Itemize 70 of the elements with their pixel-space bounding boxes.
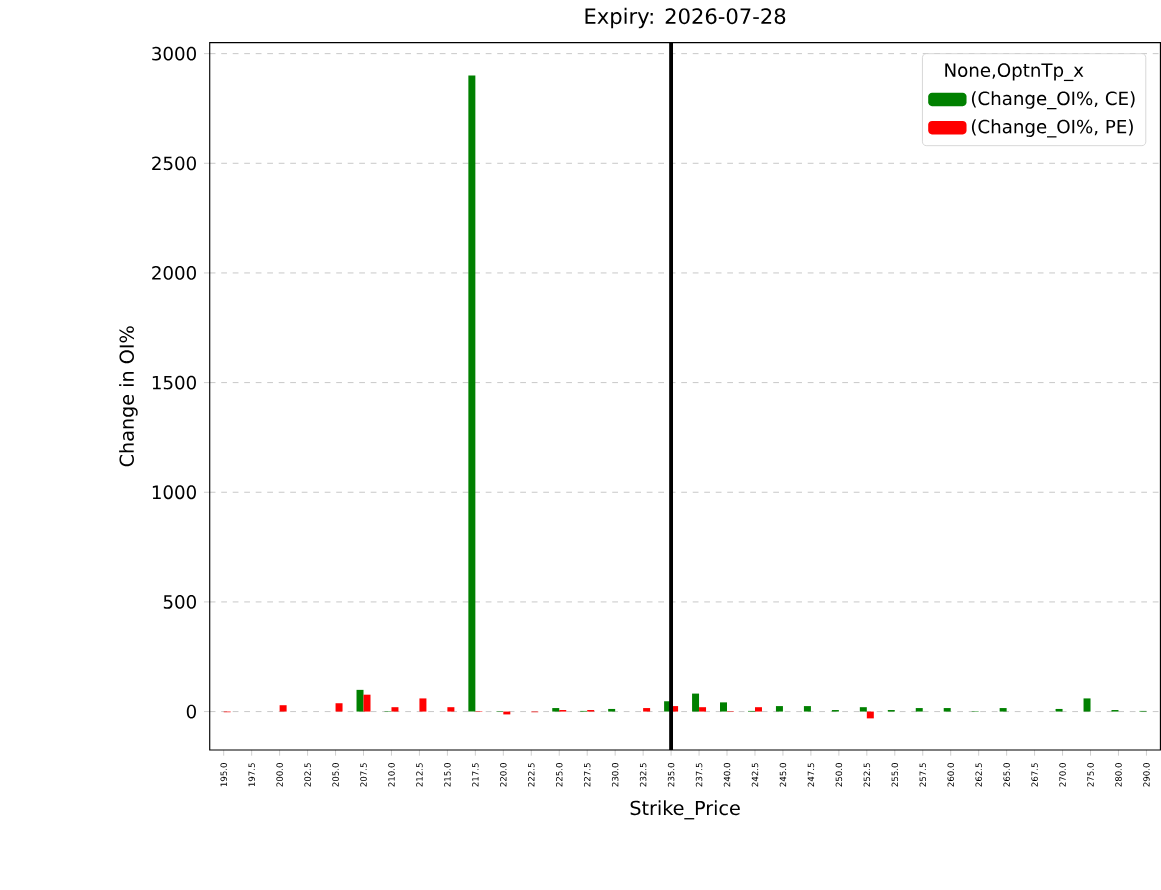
y-tick-label: 1500: [152, 375, 196, 390]
x-tick-label: 205.0: [332, 762, 339, 787]
x-tick-label: 242.5: [751, 763, 759, 787]
bar: [720, 702, 728, 712]
x-tick-label: 195.0: [220, 762, 227, 787]
y-tick-label: 2500: [152, 156, 196, 171]
bar: [391, 707, 399, 712]
y-tick-label: 0: [186, 704, 196, 719]
x-tick-label: 265.0: [1003, 762, 1010, 787]
bar: [468, 75, 476, 712]
x-tick-label: 217.5: [472, 763, 479, 787]
x-tick-label: 232.5: [639, 763, 647, 787]
x-tick-label: 245.0: [779, 762, 787, 787]
x-tick-label: 262.5: [975, 763, 982, 787]
chart-title: Expiry: 2026-07-28: [585, 7, 786, 29]
bar: [552, 707, 560, 712]
x-tick-label: 237.5: [695, 763, 703, 787]
x-tick-label: 227.5: [583, 763, 591, 787]
y-tick-label: 500: [163, 594, 196, 609]
x-tick-label: 200.0: [276, 762, 283, 787]
legend-title: None,OptnTp_x: [945, 63, 1084, 81]
x-tick-label: 202.5: [304, 763, 311, 787]
bar: [915, 707, 923, 712]
x-tick-label: 260.0: [947, 762, 954, 787]
x-tick-label: 247.5: [807, 763, 815, 787]
bar: [943, 707, 951, 712]
x-tick-label: 267.5: [1031, 763, 1038, 787]
x-tick-label: 252.5: [863, 763, 871, 787]
y-tick-label: 1000: [152, 485, 196, 500]
x-tick-label: 240.0: [723, 762, 731, 787]
x-tick-label: 250.0: [835, 762, 843, 787]
y-tick-label: 2000: [152, 265, 196, 280]
bar: [1055, 708, 1063, 712]
bar: [775, 705, 783, 712]
bar: [279, 705, 287, 712]
x-tick-label: 207.5: [360, 763, 367, 787]
y-axis-title: Change in OI%: [119, 326, 138, 467]
bar: [803, 705, 811, 712]
x-tick-label: 255.0: [891, 762, 899, 787]
bar: [419, 698, 427, 712]
x-tick-label: 212.5: [416, 763, 423, 787]
bar: [859, 707, 867, 712]
x-tick-label: 280.0: [1115, 762, 1122, 787]
bar: [363, 694, 371, 712]
legend-label: (Change_OI%, PE): [971, 119, 1133, 138]
x-tick-label: 210.0: [388, 762, 395, 787]
bar: [335, 703, 343, 712]
bar: [754, 707, 762, 712]
bar: [643, 707, 651, 712]
legend-label: (Change_OI%, CE): [971, 90, 1135, 110]
x-tick-label: 270.0: [1059, 762, 1066, 787]
y-tick-label: 3000: [152, 46, 196, 61]
bar: [447, 707, 455, 712]
x-tick-label: 222.5: [528, 763, 535, 787]
x-tick-label: 290.0: [1143, 762, 1150, 787]
bar: [608, 708, 616, 712]
x-tick-label: 197.5: [248, 763, 255, 787]
x-tick-label: 215.0: [444, 762, 451, 787]
bar: [356, 689, 364, 712]
x-axis-title: Strike_Price: [630, 800, 740, 820]
x-tick-label: 257.5: [919, 763, 927, 787]
bar: [999, 707, 1007, 712]
bar: [699, 707, 707, 712]
x-tick-label: 220.0: [500, 762, 507, 787]
bar: [692, 693, 700, 712]
x-tick-label: 275.0: [1087, 762, 1094, 787]
x-tick-label: 230.0: [611, 762, 619, 787]
x-tick-label: 225.0: [555, 762, 563, 787]
x-tick-label: 235.0: [667, 762, 675, 787]
bar: [1083, 698, 1091, 712]
